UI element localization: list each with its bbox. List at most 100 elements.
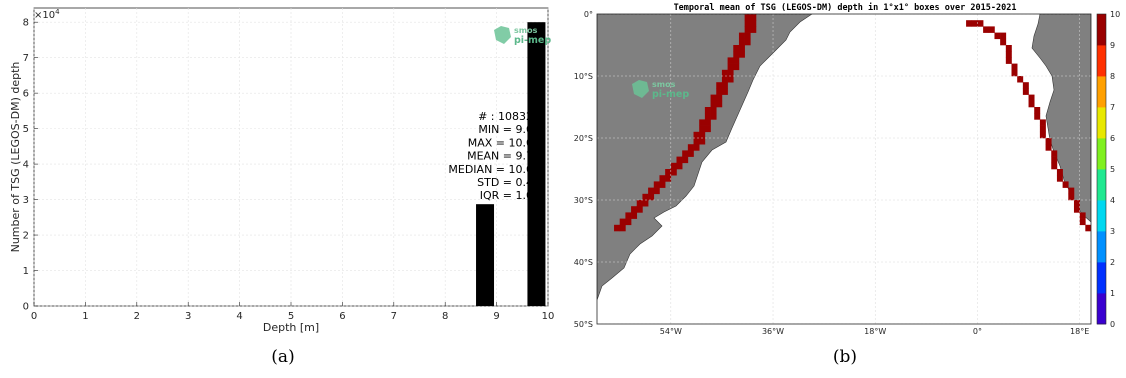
data-cell bbox=[693, 144, 700, 151]
data-cell bbox=[1073, 206, 1080, 213]
data-cell bbox=[676, 156, 683, 164]
colorbar-tick-label: 0 bbox=[1110, 320, 1115, 329]
data-cell bbox=[625, 212, 632, 219]
x-tick-label: 2 bbox=[134, 311, 140, 322]
data-cell bbox=[704, 125, 711, 133]
data-cell bbox=[648, 193, 655, 201]
data-cells bbox=[614, 14, 1091, 232]
data-cell bbox=[983, 26, 990, 33]
data-cell bbox=[642, 200, 649, 207]
histogram-y-label: Number of TSG (LEGOS-DM) depth bbox=[9, 62, 22, 253]
africa-land bbox=[1031, 14, 1091, 223]
data-cell bbox=[971, 20, 978, 27]
stat-line: MEAN = 9.73 bbox=[467, 150, 540, 163]
logo-mark-icon bbox=[494, 26, 511, 44]
colorbar-tick-label: 8 bbox=[1110, 72, 1115, 81]
data-cell bbox=[1017, 76, 1024, 83]
lon-tick-label: 54°W bbox=[660, 327, 682, 336]
data-cell bbox=[704, 119, 711, 126]
colorbar-tick-label: 3 bbox=[1110, 227, 1115, 236]
y-tick-label: 5 bbox=[23, 124, 29, 135]
colorbar-segment bbox=[1097, 14, 1106, 46]
data-cell bbox=[977, 20, 984, 27]
data-cell bbox=[665, 175, 672, 182]
map-lon-ticks: 54°W 36°W 18°W 0° 18°E bbox=[660, 327, 1089, 336]
lon-tick-label: 0° bbox=[973, 327, 982, 336]
data-cell bbox=[738, 38, 745, 46]
data-cell bbox=[1079, 212, 1086, 219]
data-cell bbox=[1039, 125, 1046, 133]
y-tick-label: 2 bbox=[23, 231, 29, 242]
colorbar-segment bbox=[1097, 138, 1106, 170]
data-cell bbox=[670, 162, 677, 170]
colorbar-tick-label: 10 bbox=[1110, 10, 1120, 19]
data-cell bbox=[733, 57, 740, 64]
data-cell bbox=[750, 14, 757, 21]
smos-pimep-logo: smos pi-mep bbox=[494, 26, 551, 46]
data-cell bbox=[699, 138, 706, 145]
data-cell bbox=[750, 26, 757, 33]
histogram-grid bbox=[33, 8, 549, 307]
data-cell bbox=[744, 38, 751, 46]
data-cell bbox=[659, 181, 666, 188]
data-cell bbox=[1028, 100, 1035, 108]
data-cell bbox=[699, 131, 706, 139]
data-cell bbox=[631, 212, 638, 219]
data-cell bbox=[750, 20, 757, 27]
lon-tick-label: 36°W bbox=[762, 327, 784, 336]
lat-tick-label: 20°S bbox=[574, 134, 593, 143]
data-cell bbox=[733, 63, 740, 71]
colorbar-tick-label: 5 bbox=[1110, 165, 1115, 174]
x-tick-label: 6 bbox=[339, 311, 345, 322]
data-cell bbox=[699, 125, 706, 133]
y-multiplier: ×104 bbox=[34, 8, 60, 21]
lat-tick-label: 50°S bbox=[574, 320, 593, 329]
data-cell bbox=[648, 187, 655, 195]
x-tick-label: 8 bbox=[442, 311, 448, 322]
lat-tick-label: 10°S bbox=[574, 72, 593, 81]
histogram-y-ticks: 0 1 2 3 4 5 6 7 8 bbox=[23, 18, 38, 313]
lat-tick-label: 0° bbox=[584, 10, 593, 19]
data-cell bbox=[659, 175, 666, 182]
data-cell bbox=[1051, 162, 1058, 170]
data-cell bbox=[716, 100, 723, 108]
smos-pimep-logo-map: smos pi-mep bbox=[632, 80, 689, 100]
histogram-bar bbox=[476, 204, 495, 306]
data-cell bbox=[1062, 181, 1069, 188]
map-title: Temporal mean of TSG (LEGOS-DM) depth in… bbox=[674, 2, 1017, 13]
y-tick-label: 4 bbox=[23, 160, 29, 171]
data-cell bbox=[614, 224, 621, 232]
data-cell bbox=[710, 107, 717, 114]
data-cell bbox=[727, 69, 734, 77]
x-tick-label: 7 bbox=[391, 311, 397, 322]
data-cell bbox=[1051, 156, 1058, 164]
y-tick-label: 6 bbox=[23, 89, 29, 100]
colorbar-segment bbox=[1097, 107, 1106, 139]
data-cell bbox=[625, 218, 632, 226]
colorbar-segment bbox=[1097, 231, 1106, 263]
logo-text-bottom: pi-mep bbox=[652, 89, 689, 100]
data-cell bbox=[1005, 57, 1012, 64]
y-tick-label: 7 bbox=[23, 53, 29, 64]
data-cell bbox=[1039, 119, 1046, 126]
data-cell bbox=[1005, 45, 1012, 52]
data-cell bbox=[693, 131, 700, 139]
data-cell bbox=[665, 169, 672, 176]
colorbar-tick-label: 6 bbox=[1110, 134, 1115, 143]
colorbar: 0 1 2 3 4 5 6 7 8 9 10 bbox=[1096, 10, 1120, 329]
stat-line: MEDIAN = 10.00 bbox=[448, 163, 540, 176]
logo-text-bottom: pi-mep bbox=[514, 35, 551, 46]
data-cell bbox=[682, 150, 689, 157]
data-cell bbox=[1051, 150, 1058, 157]
data-cell bbox=[704, 113, 711, 120]
colorbar-tick-label: 9 bbox=[1110, 41, 1115, 50]
logo-text-top: smos bbox=[514, 26, 538, 35]
colorbar-tick-label: 4 bbox=[1110, 196, 1115, 205]
data-cell bbox=[636, 206, 643, 213]
data-cell bbox=[693, 138, 700, 145]
data-cell bbox=[966, 20, 973, 27]
data-cell bbox=[733, 51, 740, 58]
colorbar-segment bbox=[1097, 262, 1106, 294]
